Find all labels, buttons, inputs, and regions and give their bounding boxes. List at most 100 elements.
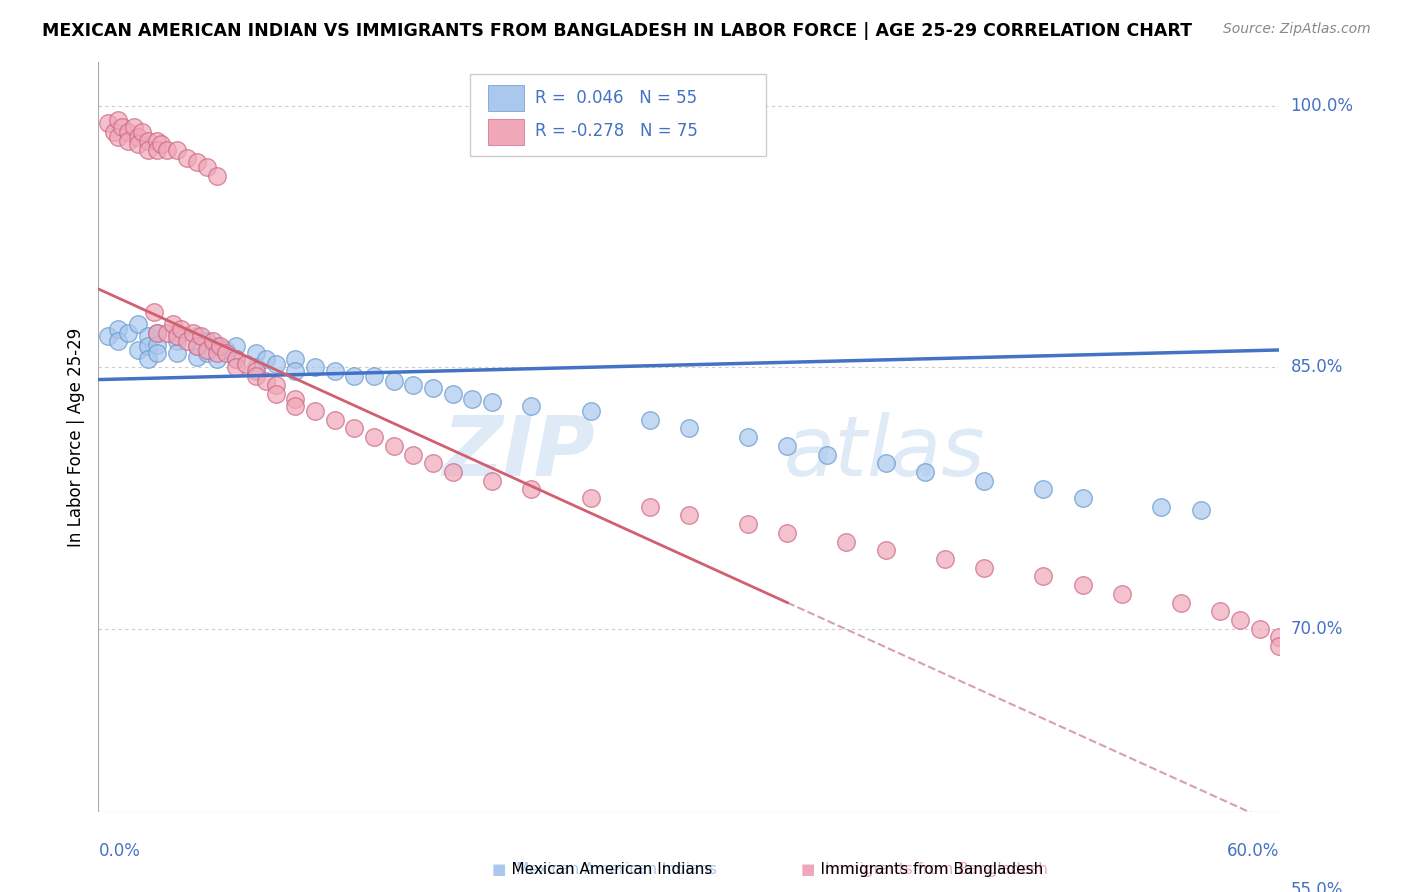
Point — [186, 154, 208, 169]
Point — [107, 334, 129, 349]
Point — [875, 543, 897, 558]
Point — [117, 134, 139, 148]
Text: 60.0%: 60.0% — [1227, 842, 1279, 860]
Point — [107, 322, 129, 336]
Point — [638, 412, 661, 426]
Point — [181, 326, 204, 340]
Point — [363, 369, 385, 384]
Point — [186, 329, 208, 343]
Point — [142, 304, 165, 318]
Point — [1032, 483, 1054, 497]
Point — [264, 377, 287, 392]
Point — [481, 395, 503, 409]
Point — [835, 534, 858, 549]
Point — [150, 137, 173, 152]
Point — [1268, 639, 1291, 653]
Point — [1170, 596, 1192, 610]
Point — [284, 364, 307, 378]
Point — [245, 364, 267, 378]
Point — [638, 500, 661, 514]
Point — [205, 339, 228, 353]
Bar — [488, 85, 523, 112]
Point — [461, 392, 484, 406]
Point — [107, 130, 129, 145]
Point — [215, 343, 238, 357]
Point — [195, 343, 218, 357]
Point — [1071, 491, 1094, 505]
Text: ZIP: ZIP — [441, 411, 595, 492]
Point — [201, 334, 224, 349]
Point — [97, 116, 120, 130]
Text: 85.0%: 85.0% — [1291, 359, 1343, 376]
Point — [363, 430, 385, 444]
Point — [162, 317, 184, 331]
Point — [776, 525, 799, 540]
Point — [245, 346, 267, 360]
Point — [122, 120, 145, 134]
Point — [166, 346, 188, 360]
Bar — [488, 119, 523, 145]
Point — [1032, 569, 1054, 583]
Point — [111, 120, 134, 134]
Point — [195, 334, 218, 349]
Point — [382, 374, 405, 388]
Point — [245, 360, 267, 375]
Point — [737, 430, 759, 444]
Text: MEXICAN AMERICAN INDIAN VS IMMIGRANTS FROM BANGLADESH IN LABOR FORCE | AGE 25-29: MEXICAN AMERICAN INDIAN VS IMMIGRANTS FR… — [42, 22, 1192, 40]
Point — [127, 343, 149, 357]
Point — [678, 421, 700, 435]
Point — [776, 439, 799, 453]
Point — [875, 456, 897, 470]
Point — [323, 412, 346, 426]
Point — [186, 339, 208, 353]
Point — [131, 125, 153, 139]
Point — [402, 377, 425, 392]
Point — [245, 369, 267, 384]
Point — [284, 399, 307, 413]
Point — [815, 448, 838, 462]
Text: 55.0%: 55.0% — [1291, 881, 1343, 892]
Point — [304, 360, 326, 375]
Point — [146, 326, 169, 340]
Point — [136, 134, 159, 148]
Text: 0.0%: 0.0% — [98, 842, 141, 860]
Point — [146, 326, 169, 340]
Point — [186, 339, 208, 353]
Text: atlas: atlas — [783, 411, 986, 492]
Point — [195, 346, 218, 360]
Point — [520, 483, 543, 497]
Point — [441, 386, 464, 401]
Point — [225, 351, 247, 366]
Point — [97, 329, 120, 343]
Point — [176, 151, 198, 165]
Point — [225, 351, 247, 366]
Point — [520, 399, 543, 413]
Text: 100.0%: 100.0% — [1291, 97, 1354, 115]
Point — [579, 404, 602, 418]
Point — [1249, 622, 1271, 636]
Point — [304, 404, 326, 418]
Text: R =  0.046   N = 55: R = 0.046 N = 55 — [536, 89, 697, 107]
Text: 70.0%: 70.0% — [1291, 620, 1343, 638]
Point — [225, 360, 247, 375]
Point — [323, 364, 346, 378]
Point — [127, 317, 149, 331]
Point — [1071, 578, 1094, 592]
Point — [127, 130, 149, 145]
FancyBboxPatch shape — [471, 74, 766, 156]
Point — [264, 357, 287, 371]
Point — [481, 474, 503, 488]
Point — [382, 439, 405, 453]
Point — [678, 508, 700, 523]
Y-axis label: In Labor Force | Age 25-29: In Labor Force | Age 25-29 — [66, 327, 84, 547]
Point — [422, 381, 444, 395]
Point — [146, 143, 169, 157]
Point — [1189, 503, 1212, 517]
Point — [117, 326, 139, 340]
Point — [914, 465, 936, 479]
Point — [107, 112, 129, 127]
Point — [166, 143, 188, 157]
Point — [136, 329, 159, 343]
Point — [205, 169, 228, 183]
Point — [254, 374, 277, 388]
